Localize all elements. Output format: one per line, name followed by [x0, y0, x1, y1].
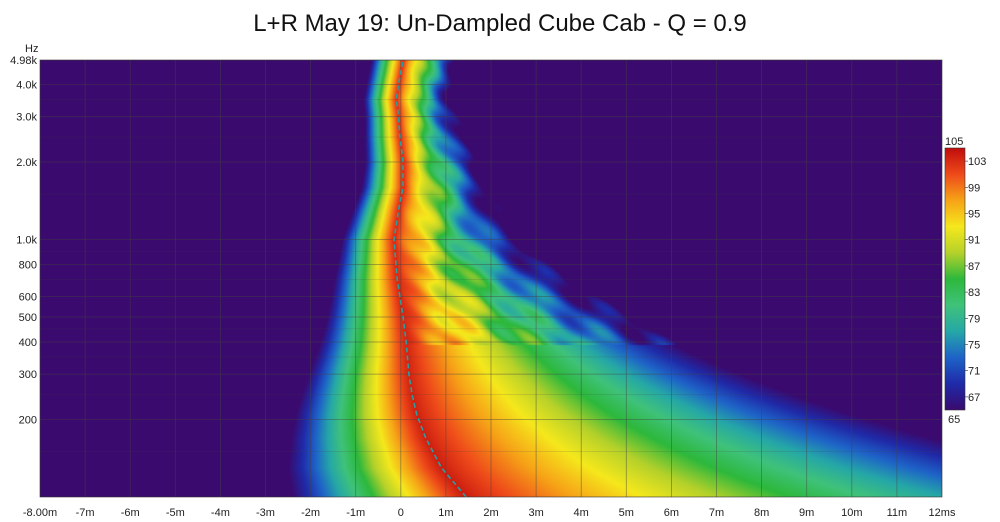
y-tick-label: 2.0k — [16, 157, 37, 169]
plot-frame — [39, 59, 943, 498]
y-tick-label: 800 — [19, 259, 37, 271]
y-tick-label: 400 — [19, 337, 37, 349]
x-tick-label: -1m — [346, 507, 365, 519]
chart-title: L+R May 19: Un-Dampled Cube Cab - Q = 0.… — [253, 10, 747, 37]
x-tick-label: -7m — [76, 507, 95, 519]
x-tick-label: -6m — [121, 507, 140, 519]
colorbar-tick-label: 79 — [968, 313, 980, 325]
x-tick-label: 4m — [574, 507, 589, 519]
y-tick-label: 300 — [19, 369, 37, 381]
colorbar-tick-label: 75 — [968, 340, 980, 352]
y-tick-label: 500 — [19, 312, 37, 324]
y-tick-label: 3.0k — [16, 112, 37, 124]
x-tick-label: -8.00m — [23, 507, 57, 519]
x-axis-ticks: -8.00m -7m -6m -5m -4m -3m -2m -1m 0 1m 2m 3m 4m 5m 6m… — [23, 507, 956, 519]
y-tick-label: 4.98k — [10, 55, 37, 67]
x-tick-label: 2m — [483, 507, 498, 519]
colorbar-tick-label: 99 — [968, 182, 980, 194]
grid-lines — [40, 60, 942, 497]
x-tick-label: 7m — [709, 507, 724, 519]
x-tick-label: 12ms — [929, 507, 956, 519]
colorbar-scale — [944, 147, 966, 411]
y-tick-label: 600 — [19, 292, 37, 304]
colorbar-tick-label: 65 — [948, 414, 960, 426]
colorbar-tick-label: 83 — [968, 287, 980, 299]
colorbar-tick-label: 87 — [968, 261, 980, 273]
x-tick-label: 3m — [528, 507, 543, 519]
x-tick-label: 6m — [664, 507, 679, 519]
x-tick-label: 9m — [799, 507, 814, 519]
y-axis-ticks: 4.98k 4.0k 3.0k 2.0k 1.0k 800 600 500 400 300 200 — [10, 55, 37, 426]
y-tick-label: 1.0k — [16, 235, 37, 247]
x-tick-label: 1m — [438, 507, 453, 519]
colorbar-tick-label: 71 — [968, 366, 980, 378]
x-tick-label: -5m — [166, 507, 185, 519]
y-axis-unit: Hz — [25, 43, 38, 55]
x-tick-label: -4m — [211, 507, 230, 519]
plot-area — [39, 59, 943, 498]
x-tick-label: 0 — [398, 507, 404, 519]
x-tick-label: 11m — [887, 507, 908, 519]
colorbar-ticks: 105 103 99 95 91 87 83 79 75 71 67 65 — [945, 136, 986, 426]
x-tick-label: -3m — [256, 507, 275, 519]
colorbar-tick-label: 105 — [945, 136, 963, 148]
colorbar: 105 103 99 95 91 87 83 79 75 71 67 65 — [944, 136, 986, 426]
x-tick-label: 10m — [841, 507, 862, 519]
colorbar-tick-label: 95 — [968, 209, 980, 221]
x-tick-label: 8m — [754, 507, 769, 519]
colorbar-tick-label: 91 — [968, 235, 980, 247]
colorbar-tick-label: 67 — [968, 392, 980, 404]
y-tick-label: 4.0k — [16, 80, 37, 92]
x-tick-label: -2m — [301, 507, 320, 519]
x-tick-label: 5m — [619, 507, 634, 519]
colorbar-tick-label: 103 — [968, 156, 986, 168]
peak-energy-curve — [393, 60, 467, 497]
y-tick-label: 200 — [19, 414, 37, 426]
